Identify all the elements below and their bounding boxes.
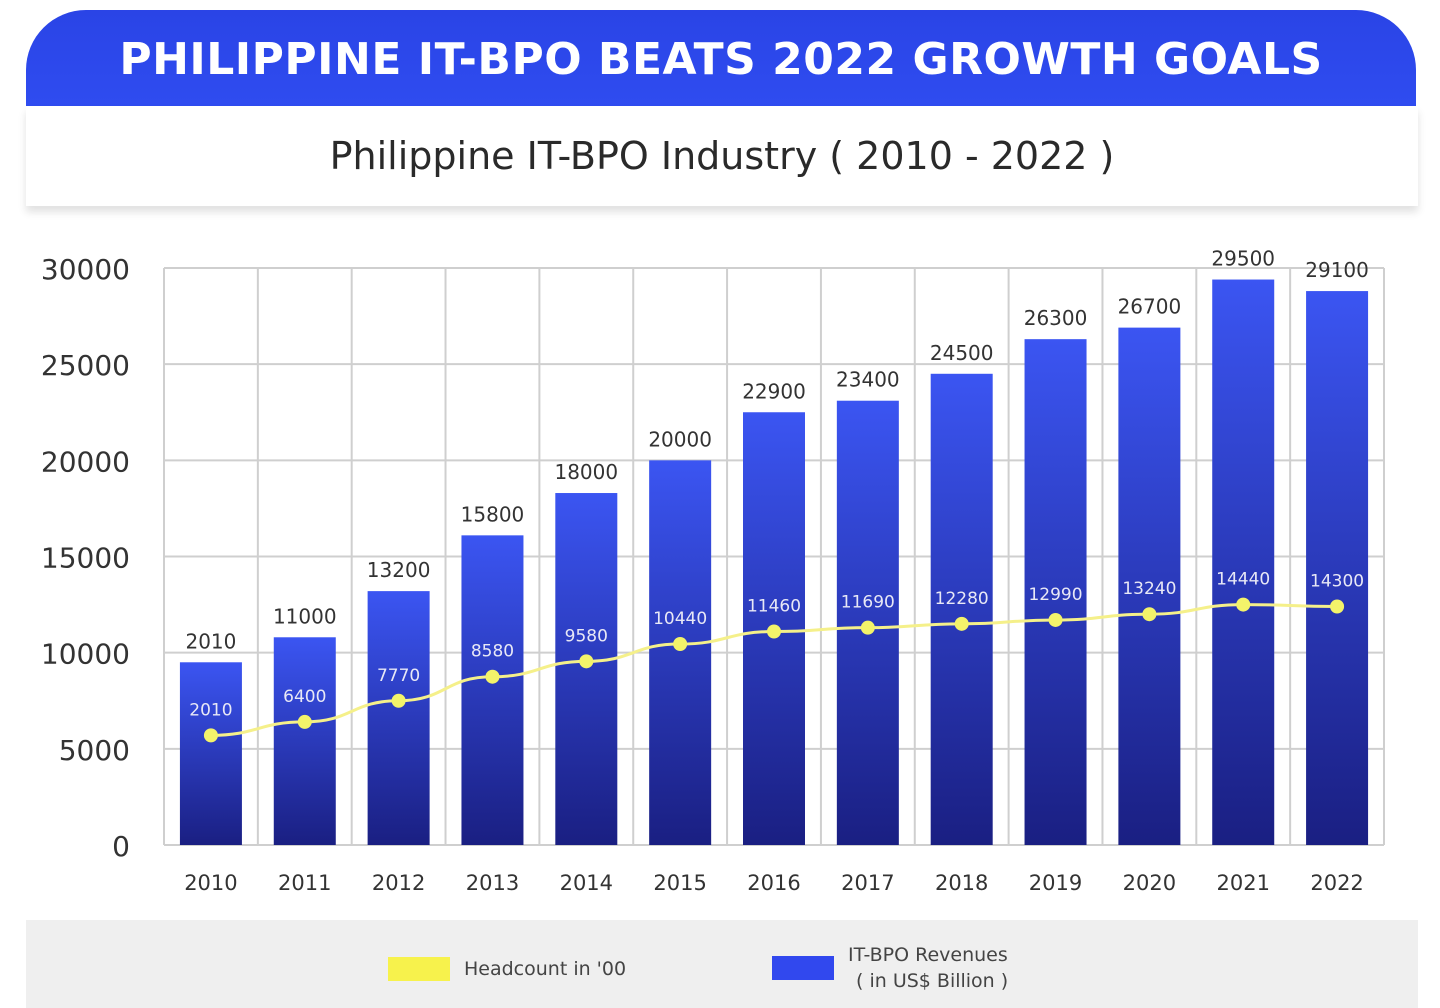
x-tick-label: 2013 <box>466 871 519 895</box>
y-tick-label: 30000 <box>41 253 130 286</box>
bar <box>649 460 712 845</box>
bar <box>1118 327 1181 845</box>
x-tick-label: 2021 <box>1217 871 1270 895</box>
headcount-value-label: 8580 <box>471 642 514 662</box>
legend-swatch-headcount <box>388 957 450 981</box>
headcount-value-label: 10440 <box>653 609 707 629</box>
headcount-point <box>391 693 406 708</box>
headcount-point <box>485 669 500 684</box>
headcount-value-label: 11460 <box>747 597 801 617</box>
bar <box>555 493 618 845</box>
chart: 0 5000 10000 15000 20000 25000 30000 2010 11000 1… <box>41 247 1385 895</box>
bar-value-label: 13200 <box>367 558 431 582</box>
chart-title: Philippine IT-BPO Industry ( 2010 - 2022… <box>329 134 1115 178</box>
bar <box>273 637 336 845</box>
x-tick-label: 2016 <box>747 871 800 895</box>
bar <box>930 373 993 845</box>
bar-value-label: 29100 <box>1305 258 1369 282</box>
headcount-value-label: 12990 <box>1028 585 1082 605</box>
headcount-point <box>203 728 218 743</box>
bar-value-label: 23400 <box>836 368 900 392</box>
bar-value-label: 22900 <box>742 379 806 403</box>
bar <box>367 591 430 845</box>
bar-value-label: 24500 <box>930 341 994 365</box>
x-tick-label: 2015 <box>653 871 706 895</box>
legend-label-revenue: IT-BPO Revenues ( in US$ Billion ) <box>848 942 1008 994</box>
y-tick-label: 20000 <box>41 445 130 478</box>
legend-label-revenue-line1: IT-BPO Revenues <box>848 944 1008 966</box>
legend-swatch-revenue <box>772 956 834 980</box>
legend: Headcount in '00 IT-BPO Revenues ( in US… <box>26 920 1418 1008</box>
headcount-value-label: 11690 <box>841 593 895 613</box>
legend-item-revenue: IT-BPO Revenues ( in US$ Billion ) <box>772 942 1008 994</box>
bar-value-label: 15800 <box>461 502 525 526</box>
headcount-point <box>860 620 875 635</box>
headcount-value-label: 14440 <box>1216 570 1270 590</box>
x-tick-label: 2012 <box>372 871 425 895</box>
headcount-point <box>1142 607 1157 622</box>
y-tick-label: 15000 <box>41 542 130 575</box>
legend-label-headcount: Headcount in '00 <box>464 958 627 980</box>
headcount-value-label: 7770 <box>377 666 420 686</box>
bar <box>1024 339 1087 845</box>
headcount-point <box>767 624 781 639</box>
x-tick-label: 2014 <box>560 871 613 895</box>
bar-value-label: 26700 <box>1118 295 1182 319</box>
title-banner: PHILIPPINE IT-BPO BEATS 2022 GROWTH GOAL… <box>26 10 1416 106</box>
x-tick-label: 2020 <box>1123 871 1176 895</box>
headcount-value-label: 12280 <box>935 589 989 609</box>
headcount-value-label: 9580 <box>565 626 608 646</box>
bar-value-label: 11000 <box>273 604 337 628</box>
bar <box>461 535 524 845</box>
x-tick-label: 2011 <box>278 871 331 895</box>
headcount-value-label: 6400 <box>283 687 326 707</box>
headcount-point <box>1048 612 1063 627</box>
y-tick-label: 10000 <box>41 638 130 671</box>
x-tick-label: 2018 <box>935 871 988 895</box>
bar-value-label: 29500 <box>1211 247 1275 271</box>
bar-value-label: 26300 <box>1024 306 1088 330</box>
x-tick-label: 2019 <box>1029 871 1082 895</box>
legend-label-revenue-line2: ( in US$ Billion ) <box>856 970 1009 992</box>
bar <box>1306 291 1369 845</box>
x-tick-label: 2010 <box>184 871 237 895</box>
page-title: PHILIPPINE IT-BPO BEATS 2022 GROWTH GOAL… <box>119 33 1323 85</box>
x-tick-label: 2022 <box>1310 871 1363 895</box>
headcount-point <box>954 616 969 631</box>
bar-value-label: 18000 <box>554 460 618 484</box>
headcount-value-label: 14300 <box>1310 572 1364 592</box>
bar <box>1212 279 1275 845</box>
y-tick-label: 0 <box>112 830 130 863</box>
headcount-value-label: 13240 <box>1122 579 1176 599</box>
headcount-point <box>297 714 312 729</box>
headcount-point <box>1236 597 1251 612</box>
bar-value-label: 2010 <box>185 629 236 653</box>
bar <box>179 662 242 845</box>
headcount-point <box>579 654 594 669</box>
x-tick-label: 2017 <box>841 871 894 895</box>
subtitle-box: Philippine IT-BPO Industry ( 2010 - 2022… <box>26 106 1418 206</box>
headcount-point <box>1330 599 1345 614</box>
legend-item-headcount: Headcount in '00 <box>388 956 626 982</box>
headcount-point <box>673 637 688 652</box>
y-tick-label: 25000 <box>41 349 130 382</box>
headcount-value-label: 2010 <box>189 700 232 720</box>
y-tick-label: 5000 <box>59 734 130 767</box>
bar-value-label: 20000 <box>648 427 712 451</box>
